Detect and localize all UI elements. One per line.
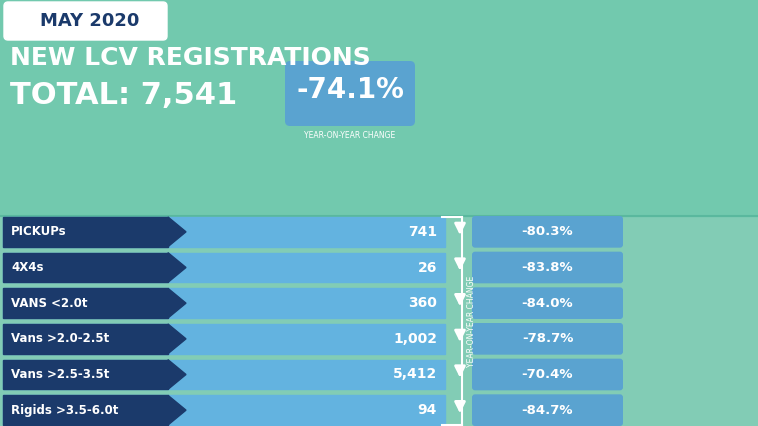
Bar	[3, 253, 445, 282]
FancyBboxPatch shape	[472, 394, 623, 426]
FancyBboxPatch shape	[472, 359, 623, 390]
Text: -74.1%: -74.1%	[296, 75, 404, 104]
FancyBboxPatch shape	[4, 2, 167, 40]
Text: -84.0%: -84.0%	[522, 296, 573, 310]
Text: 360: 360	[408, 296, 437, 310]
Bar	[3, 253, 168, 282]
Text: -84.7%: -84.7%	[522, 404, 573, 417]
Text: PICKUPs: PICKUPs	[11, 225, 67, 238]
FancyBboxPatch shape	[472, 216, 623, 248]
FancyBboxPatch shape	[472, 252, 623, 283]
Bar	[3, 217, 445, 247]
Text: 741: 741	[408, 225, 437, 239]
Polygon shape	[168, 253, 186, 282]
FancyBboxPatch shape	[472, 287, 623, 319]
Text: -83.8%: -83.8%	[522, 261, 573, 274]
Bar	[0, 216, 758, 426]
Text: VANS <2.0t: VANS <2.0t	[11, 296, 87, 310]
Text: NEW LCV REGISTRATIONS: NEW LCV REGISTRATIONS	[10, 46, 371, 70]
Text: 4X4s: 4X4s	[11, 261, 43, 274]
Bar	[3, 324, 445, 354]
Polygon shape	[168, 288, 186, 318]
Text: YEAR-ON-YEAR CHANGE: YEAR-ON-YEAR CHANGE	[305, 131, 396, 140]
Text: 1,002: 1,002	[393, 332, 437, 346]
Polygon shape	[168, 395, 186, 425]
FancyBboxPatch shape	[285, 61, 415, 126]
Bar	[3, 288, 168, 318]
Text: Vans >2.0-2.5t: Vans >2.0-2.5t	[11, 332, 109, 345]
Bar	[3, 360, 168, 389]
Bar	[3, 217, 168, 247]
Text: -70.4%: -70.4%	[522, 368, 573, 381]
Bar	[3, 360, 445, 389]
Polygon shape	[168, 324, 186, 354]
Polygon shape	[168, 217, 186, 247]
Text: 5,412: 5,412	[393, 368, 437, 382]
Text: Rigids >3.5-6.0t: Rigids >3.5-6.0t	[11, 404, 118, 417]
Text: YEAR-ON-YEAR CHANGE: YEAR-ON-YEAR CHANGE	[468, 275, 477, 367]
Text: -78.7%: -78.7%	[522, 332, 573, 345]
FancyBboxPatch shape	[472, 323, 623, 355]
Text: -80.3%: -80.3%	[522, 225, 573, 238]
Text: 94: 94	[418, 403, 437, 417]
Text: MAY 2020: MAY 2020	[40, 12, 139, 30]
Bar	[3, 288, 445, 318]
Bar	[3, 324, 168, 354]
Text: TOTAL: 7,541: TOTAL: 7,541	[10, 81, 237, 110]
Text: 26: 26	[418, 261, 437, 274]
Bar	[3, 395, 168, 425]
Text: Vans >2.5-3.5t: Vans >2.5-3.5t	[11, 368, 109, 381]
Bar	[3, 395, 445, 425]
Bar	[0, 0, 758, 216]
Polygon shape	[168, 360, 186, 389]
